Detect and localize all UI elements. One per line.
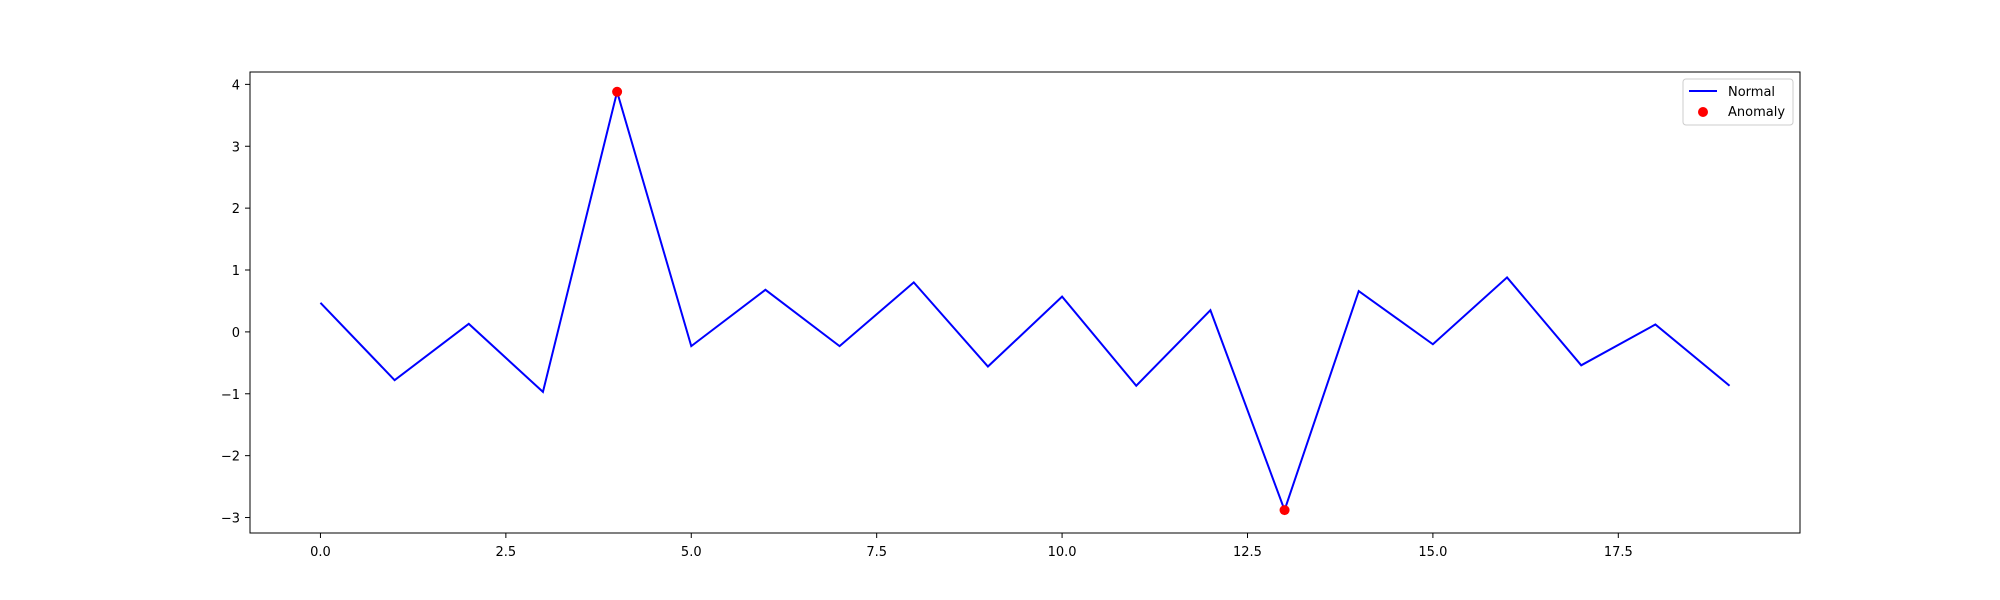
y-tick-label: 1 [232, 264, 240, 279]
y-tick-label: −2 [221, 450, 240, 465]
x-tick-label: 0.0 [310, 545, 331, 560]
plot-area [319, 86, 1731, 516]
y-tick-label: −1 [221, 388, 240, 403]
y-tick-label: 3 [232, 140, 240, 155]
x-tick-label: 12.5 [1233, 545, 1262, 560]
anomaly-point-1 [1279, 505, 1290, 516]
legend: Normal Anomaly [1682, 78, 1794, 126]
y-tick-label: 2 [232, 202, 240, 217]
plot-frame [249, 71, 1801, 534]
x-tick-label: 15.0 [1418, 545, 1447, 560]
x-tick-label: 10.0 [1048, 545, 1077, 560]
legend-label-anomaly: Anomaly [1728, 105, 1785, 120]
series-line-normal [319, 87, 1731, 514]
legend-swatch-anomaly [1698, 107, 1708, 117]
legend-label-normal: Normal [1728, 85, 1775, 100]
x-tick-label: 7.5 [866, 545, 887, 560]
y-tick-label: 0 [232, 326, 240, 341]
y-tick-label: −3 [221, 512, 240, 527]
axes: 0.0 2.5 5.0 7.5 10.0 12.5 15.0 17.5 4 3 2 1 0 −1 −2 −3 [221, 71, 1801, 560]
x-tick-label: 5.0 [681, 545, 702, 560]
y-tick-label: 4 [232, 78, 240, 93]
x-tick-label: 2.5 [496, 545, 517, 560]
x-tick-label: 17.5 [1604, 545, 1633, 560]
anomaly-point-0 [612, 86, 623, 97]
